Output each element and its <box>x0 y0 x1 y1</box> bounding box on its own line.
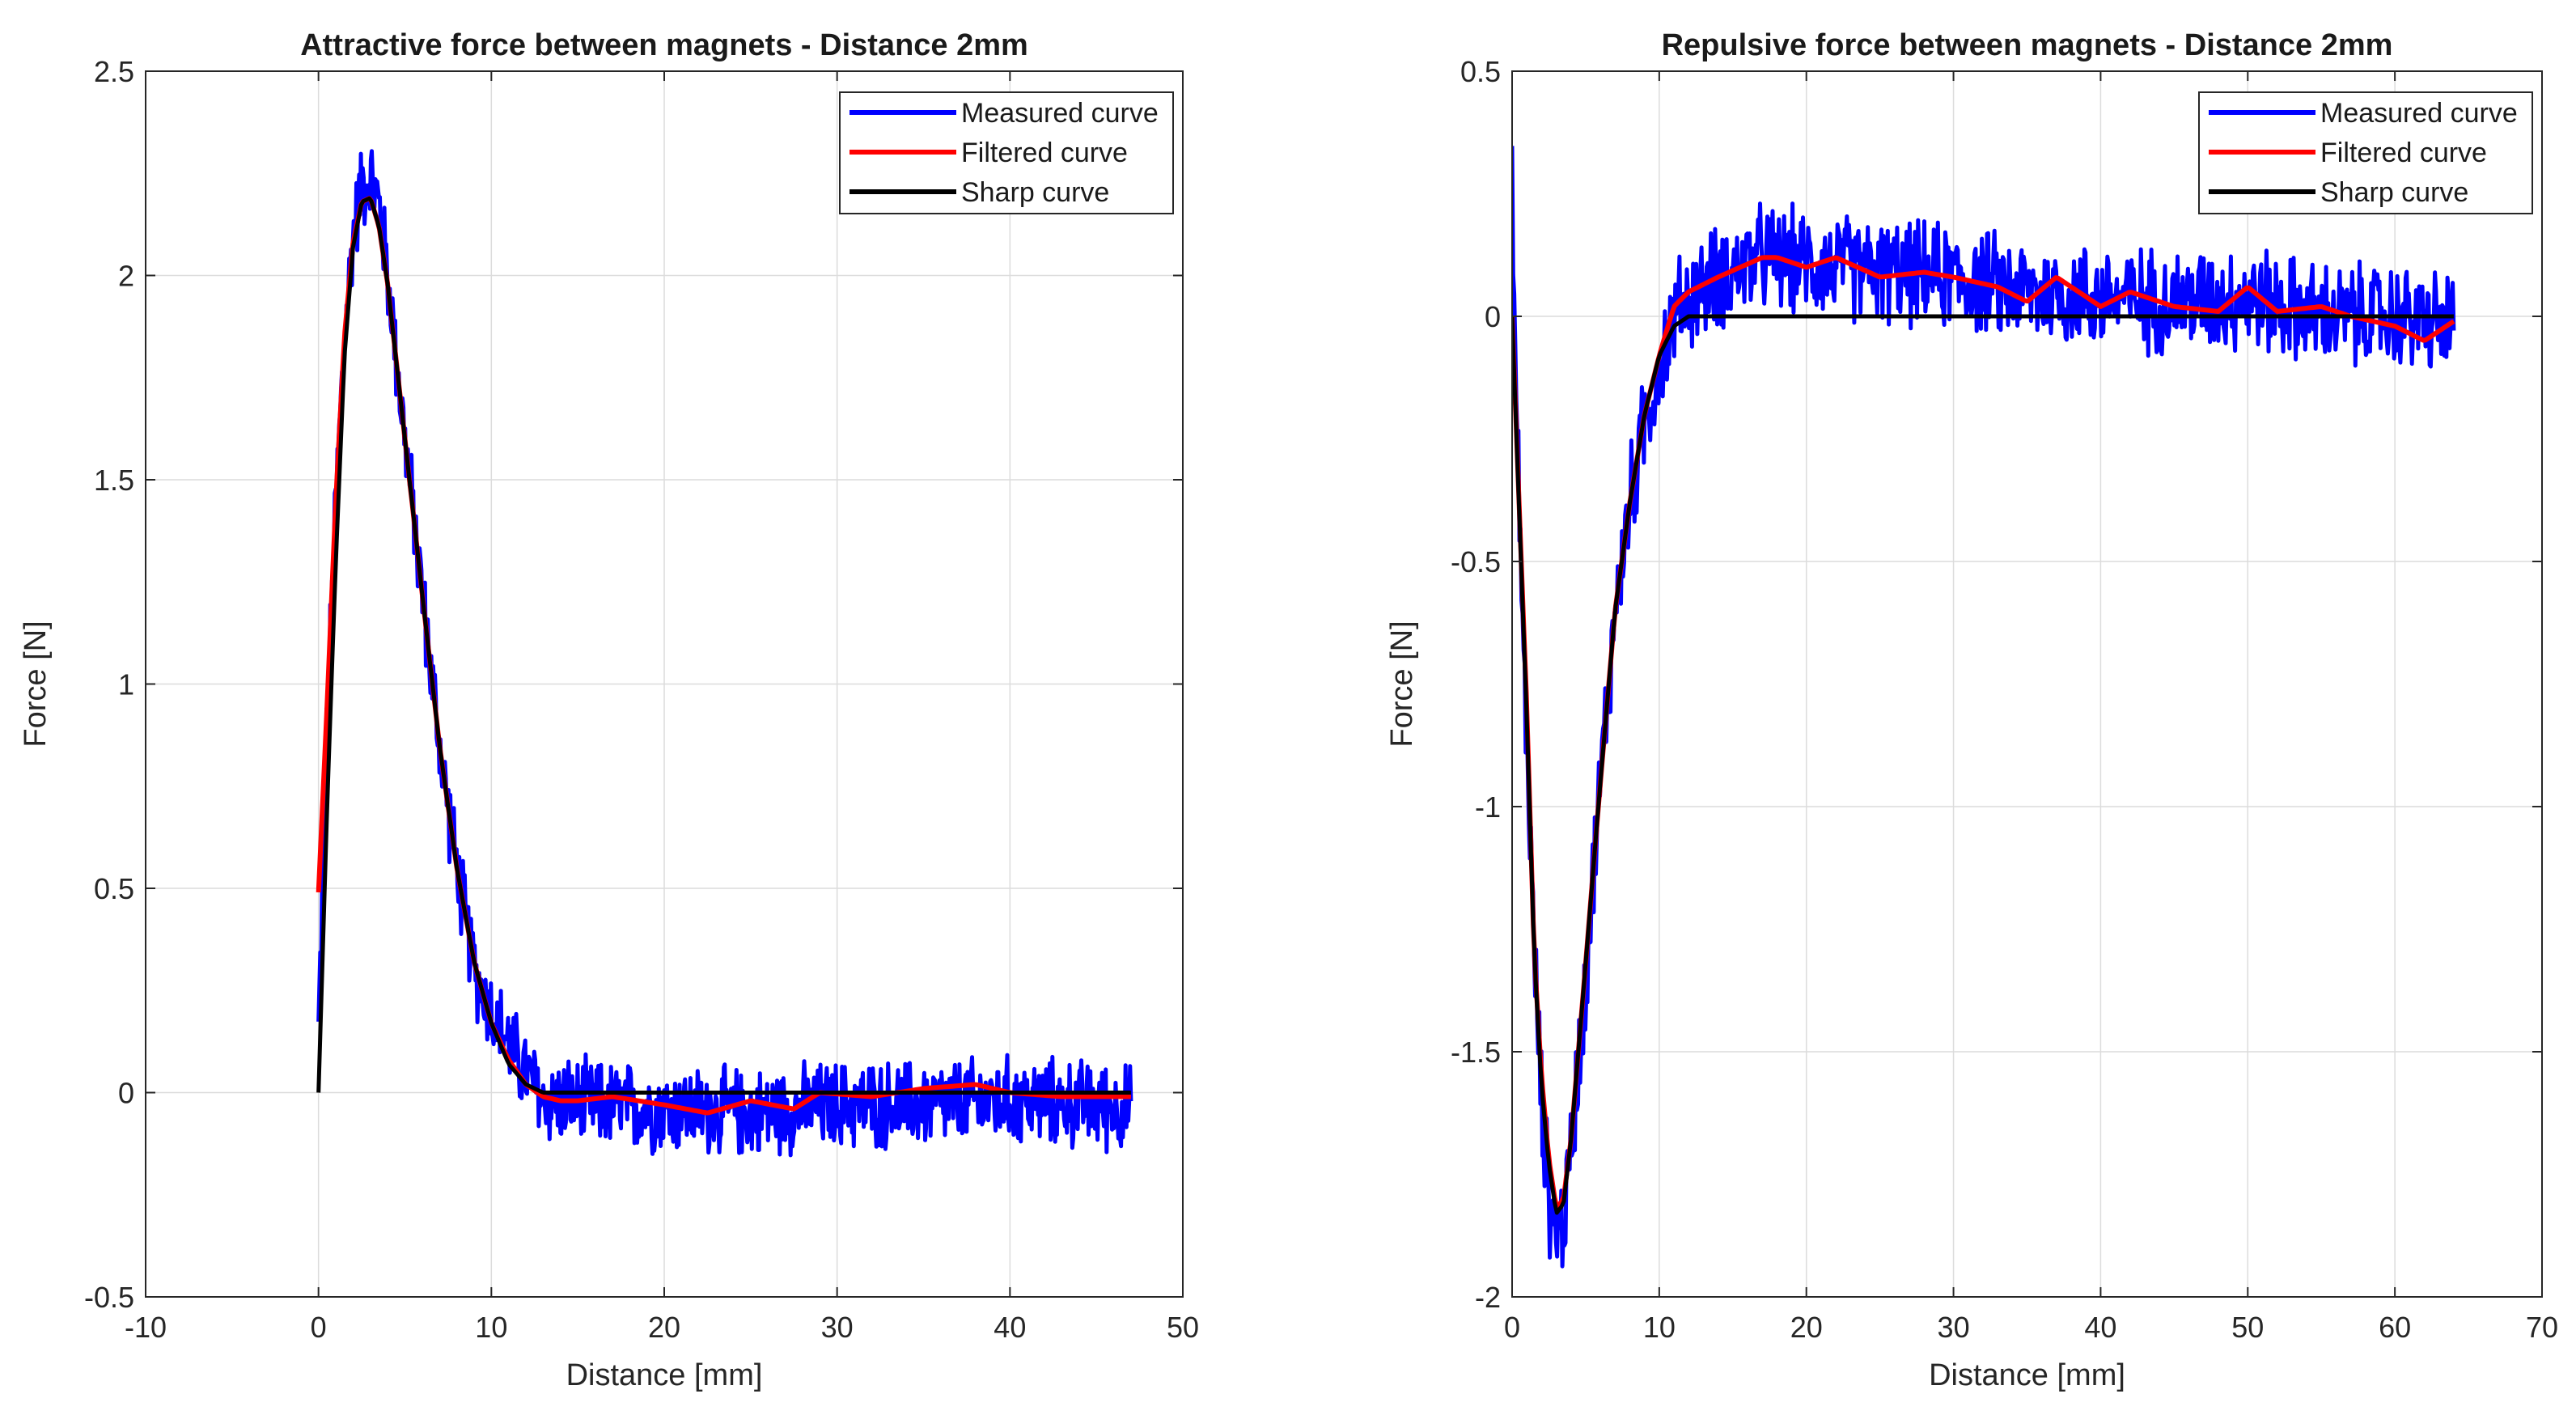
y-tick-label: -0.5 <box>1451 545 1501 578</box>
y-tick-label: 1 <box>118 668 134 701</box>
x-tick-label: 50 <box>2231 1311 2264 1344</box>
y-tick-label: 0 <box>1485 300 1501 333</box>
x-tick-label: 40 <box>2084 1311 2116 1344</box>
x-tick-label: 30 <box>1938 1311 1970 1344</box>
y-tick-label: 1.5 <box>94 464 134 497</box>
x-tick-label: 0 <box>311 1311 327 1344</box>
y-tick-label: -2 <box>1475 1281 1501 1314</box>
y-tick-label: -0.5 <box>84 1281 134 1314</box>
series-sharp <box>1512 314 2454 1215</box>
chart-repulsive: 0 10 20 30 40 50 60 70 -2 -1.5 -1 -0.5 0 0.5 Repulsi… <box>1385 28 2558 1392</box>
series-layer-attractive <box>316 149 1133 1158</box>
series-layer-repulsive <box>1512 146 2456 1269</box>
y-tick-label: -1.5 <box>1451 1036 1501 1069</box>
chart-title-attractive: Attractive force between magnets - Dista… <box>300 28 1028 62</box>
x-tick-label: 70 <box>2526 1311 2558 1344</box>
y-tick-label: 2.5 <box>94 55 134 88</box>
x-axis-label-repulsive: Distance [mm] <box>1929 1358 2125 1392</box>
series-measured <box>1512 146 2456 1269</box>
series-sharp <box>316 196 1131 1095</box>
series-measured <box>316 149 1133 1158</box>
series-clip-group <box>1512 146 2456 1269</box>
y-tick-label: 0.5 <box>1460 55 1501 88</box>
x-tick-label: 30 <box>821 1311 854 1344</box>
series-clip-group <box>316 149 1133 1158</box>
y-tick-label: 2 <box>118 260 134 293</box>
y-tick-label: 0 <box>118 1077 134 1110</box>
chart-title-repulsive: Repulsive force between magnets - Distan… <box>1662 28 2393 62</box>
x-tick-label: 50 <box>1167 1311 1199 1344</box>
x-tick-label: 40 <box>994 1311 1026 1344</box>
x-tick-label: 20 <box>1790 1311 1823 1344</box>
x-tick-label: 10 <box>1643 1311 1676 1344</box>
y-ticks-attractive: -0.5 0 0.5 1 1.5 2 2.5 <box>84 55 1183 1314</box>
x-axis-label-attractive: Distance [mm] <box>566 1358 763 1392</box>
legend-entry-measured: Measured curve <box>2320 98 2518 129</box>
chart-attractive: -10 0 10 20 30 40 50 -0.5 0 0.5 1 1.5 2 2.5 Attracti… <box>19 28 1199 1392</box>
y-ticks-repulsive: -2 -1.5 -1 -0.5 0 0.5 <box>1451 55 2542 1314</box>
legend-entry-filtered: Filtered curve <box>961 138 1128 168</box>
y-axis-label-repulsive: Force [N] <box>1385 621 1419 747</box>
y-tick-label: 0.5 <box>94 872 134 905</box>
plot-frame-repulsive <box>1511 70 2543 1298</box>
legend-entry-measured: Measured curve <box>961 98 1159 129</box>
x-ticks-attractive: -10 0 10 20 30 40 50 <box>125 71 1199 1344</box>
legend-repulsive: Measured curve Filtered curve Sharp curv… <box>2198 91 2533 214</box>
y-axis-label-attractive: Force [N] <box>19 621 53 747</box>
plot-area-repulsive <box>1512 71 2542 1297</box>
y-tick-label: -1 <box>1475 790 1501 824</box>
x-tick-label: 20 <box>648 1311 680 1344</box>
x-ticks-repulsive: 0 10 20 30 40 50 60 70 <box>1504 71 2558 1344</box>
legend-entry-sharp: Sharp curve <box>961 177 1109 208</box>
x-tick-label: 0 <box>1504 1311 1520 1344</box>
x-tick-label: 60 <box>2379 1311 2411 1344</box>
legend-entry-filtered: Filtered curve <box>2320 138 2487 168</box>
legend-attractive: Measured curve Filtered curve Sharp curv… <box>839 91 1174 214</box>
x-tick-label: 10 <box>475 1311 507 1344</box>
legend-entry-sharp: Sharp curve <box>2320 177 2468 208</box>
x-tick-label: -10 <box>125 1311 167 1344</box>
series-filtered <box>1512 255 2455 1210</box>
